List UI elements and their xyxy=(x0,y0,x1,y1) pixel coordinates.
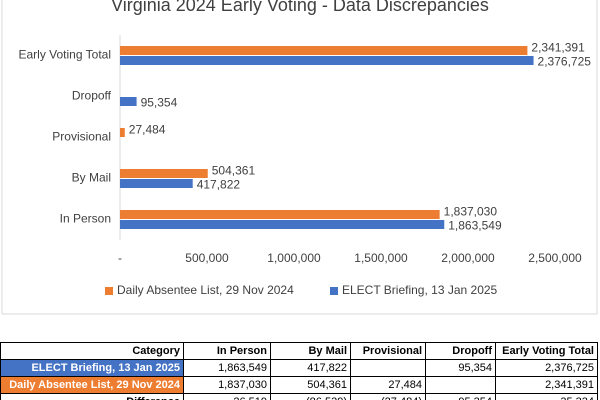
chart-title: Virginia 2024 Early Voting - Data Discre… xyxy=(111,0,489,15)
data-label: 1,837,030 xyxy=(444,205,498,219)
y-tick-label: Dropoff xyxy=(72,89,112,103)
data-label: 2,341,391 xyxy=(531,41,585,55)
table-cell: 95,354 xyxy=(425,359,496,377)
table-cell: 2,376,725 xyxy=(495,359,598,377)
x-tick-label: 2,000,000 xyxy=(441,251,495,265)
table-row: ELECT Briefing, 13 Jan 2025 1,863,549 417,… xyxy=(0,359,598,377)
legend-swatch xyxy=(330,287,338,295)
data-table: Category In Person By Mail Provisional Dropo… xyxy=(0,342,598,400)
table-cell: ELECT Briefing, 13 Jan 2025 xyxy=(0,359,184,377)
header-cell: In Person xyxy=(183,342,271,360)
table-cell: 35,334 xyxy=(495,393,598,400)
table-cell: 2,341,391 xyxy=(495,376,598,394)
data-label: 504,361 xyxy=(212,164,256,178)
table-row: Difference26,519(86,539)(27,484)95,35435… xyxy=(0,393,598,400)
table-cell: (27,484) xyxy=(350,393,426,400)
bar xyxy=(120,46,528,55)
bar xyxy=(120,210,440,219)
data-label: 95,354 xyxy=(141,96,178,110)
y-tick-label: Early Voting Total xyxy=(18,48,111,62)
data-label: 27,484 xyxy=(129,123,166,137)
header-cell: Early Voting Total xyxy=(495,342,598,360)
table-cell xyxy=(350,359,426,377)
table-cell: 417,822 xyxy=(270,359,351,377)
bar xyxy=(120,179,193,188)
table-cell xyxy=(425,376,496,394)
table-cell: Difference xyxy=(0,393,184,400)
table-cell: 95,354 xyxy=(425,393,496,400)
table-cell: 27,484 xyxy=(350,376,426,394)
data-label: 2,376,725 xyxy=(538,55,592,69)
x-tick-label: 500,000 xyxy=(185,251,229,265)
table-row: Daily Absentee List, 29 Nov 2024 1,837,03… xyxy=(0,376,598,394)
table-cell: 26,519 xyxy=(183,393,271,400)
bar xyxy=(120,97,137,106)
x-tick-label: - xyxy=(118,251,122,265)
bar xyxy=(120,169,208,178)
table-cell: Daily Absentee List, 29 Nov 2024 xyxy=(0,376,184,394)
table-cell: 1,837,030 xyxy=(183,376,271,394)
y-tick-label: By Mail xyxy=(72,171,111,185)
legend-swatch xyxy=(105,287,113,295)
header-cell: By Mail xyxy=(270,342,351,360)
legend-label: Daily Absentee List, 29 Nov 2024 xyxy=(117,283,294,297)
bar xyxy=(120,220,445,229)
y-tick-label: In Person xyxy=(60,212,111,226)
x-tick-label: 1,500,000 xyxy=(354,251,408,265)
chart: Virginia 2024 Early Voting - Data Discre… xyxy=(1,0,598,315)
header-cell: Category xyxy=(0,342,184,360)
y-tick-label: Provisional xyxy=(52,130,111,144)
header-cell: Provisional xyxy=(350,342,426,360)
table-cell: 1,863,549 xyxy=(183,359,271,377)
bar xyxy=(120,56,534,65)
header-row: Category In Person By Mail Provisional Dropo… xyxy=(0,342,598,360)
header-cell: Dropoff xyxy=(425,342,496,360)
data-label: 417,822 xyxy=(197,178,241,192)
bar xyxy=(120,128,125,137)
table-cell: (86,539) xyxy=(270,393,351,400)
x-tick-label: 1,000,000 xyxy=(267,251,321,265)
legend-label: ELECT Briefing, 13 Jan 2025 xyxy=(342,283,498,297)
x-tick-label: 2,500,000 xyxy=(528,251,582,265)
data-label: 1,863,549 xyxy=(448,219,502,233)
table-cell: 504,361 xyxy=(270,376,351,394)
